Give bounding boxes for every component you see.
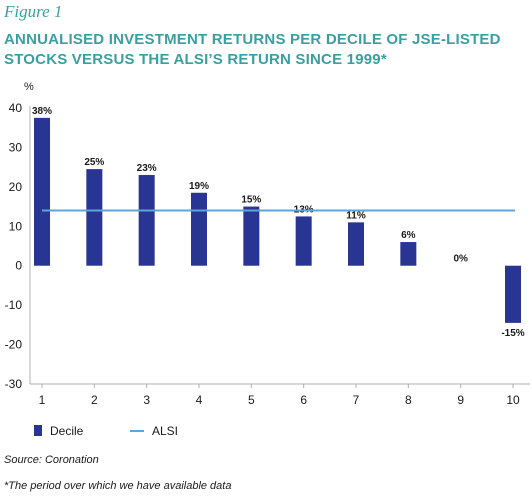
x-tick-label: 5 (248, 393, 255, 407)
x-tick-label: 2 (91, 393, 98, 407)
bar-data-label: 15% (241, 195, 261, 206)
bar-data-label: 25% (84, 157, 104, 168)
legend-item-decile: Decile (34, 424, 83, 438)
bar-decile-10 (505, 265, 521, 323)
legend-item-alsi: ALSI (130, 424, 178, 438)
bar-data-label: 0% (453, 254, 468, 265)
bar-data-label: 11% (346, 210, 366, 221)
x-tick-label: 6 (300, 393, 307, 407)
y-tick-label: 0 (15, 259, 22, 273)
bar-decile-6 (295, 216, 312, 266)
y-tick-label: 20 (9, 180, 23, 194)
bar-data-label: 19% (189, 181, 209, 192)
x-tick-label: 1 (39, 393, 46, 407)
legend-swatch-decile (34, 425, 42, 436)
bar-decile-8 (400, 242, 417, 266)
bar-decile-4 (191, 192, 207, 266)
bar-data-label: -15% (501, 328, 524, 339)
source-note: Source: Coronation (4, 454, 99, 466)
chart-title: ANNUALISED INVESTMENT RETURNS PER DECILE… (4, 31, 501, 68)
x-tick-label: 8 (405, 393, 412, 407)
x-tick-label: 3 (143, 393, 150, 407)
bar-decile-7 (348, 222, 364, 266)
x-tick-label: 4 (196, 393, 203, 407)
bar-chart: % -30 -20 -10 0 10 20 30 40 1 2 3 4 5 6 7 8 9 10 38% 25% 23% 1… (5, 81, 530, 407)
legend-label-decile: Decile (50, 424, 84, 438)
bar-data-label: 23% (137, 163, 157, 174)
bar-decile-1 (34, 117, 50, 266)
bar-decile-2 (86, 169, 103, 266)
bar-decile-3 (138, 175, 155, 266)
y-tick-label: -10 (5, 298, 23, 312)
bar-decile-5 (243, 206, 260, 266)
legend-swatch-alsi (130, 430, 144, 432)
legend-label-alsi: ALSI (152, 424, 179, 438)
y-axis-label: % (24, 81, 34, 93)
bar-data-label: 38% (32, 106, 52, 117)
bar-data-label: 6% (401, 230, 416, 241)
x-tick-label: 7 (353, 393, 360, 407)
x-tick-label: 10 (506, 393, 520, 407)
y-tick-label: 30 (9, 140, 23, 154)
x-tick-label: 9 (457, 393, 464, 407)
y-tick-label: -20 (5, 338, 23, 352)
y-tick-label: 40 (9, 101, 23, 115)
footnote: *The period over which we have available… (4, 480, 232, 492)
y-tick-label: -30 (5, 377, 23, 391)
figure-label: Figure 1 (4, 2, 63, 21)
y-tick-label: 10 (9, 219, 23, 233)
